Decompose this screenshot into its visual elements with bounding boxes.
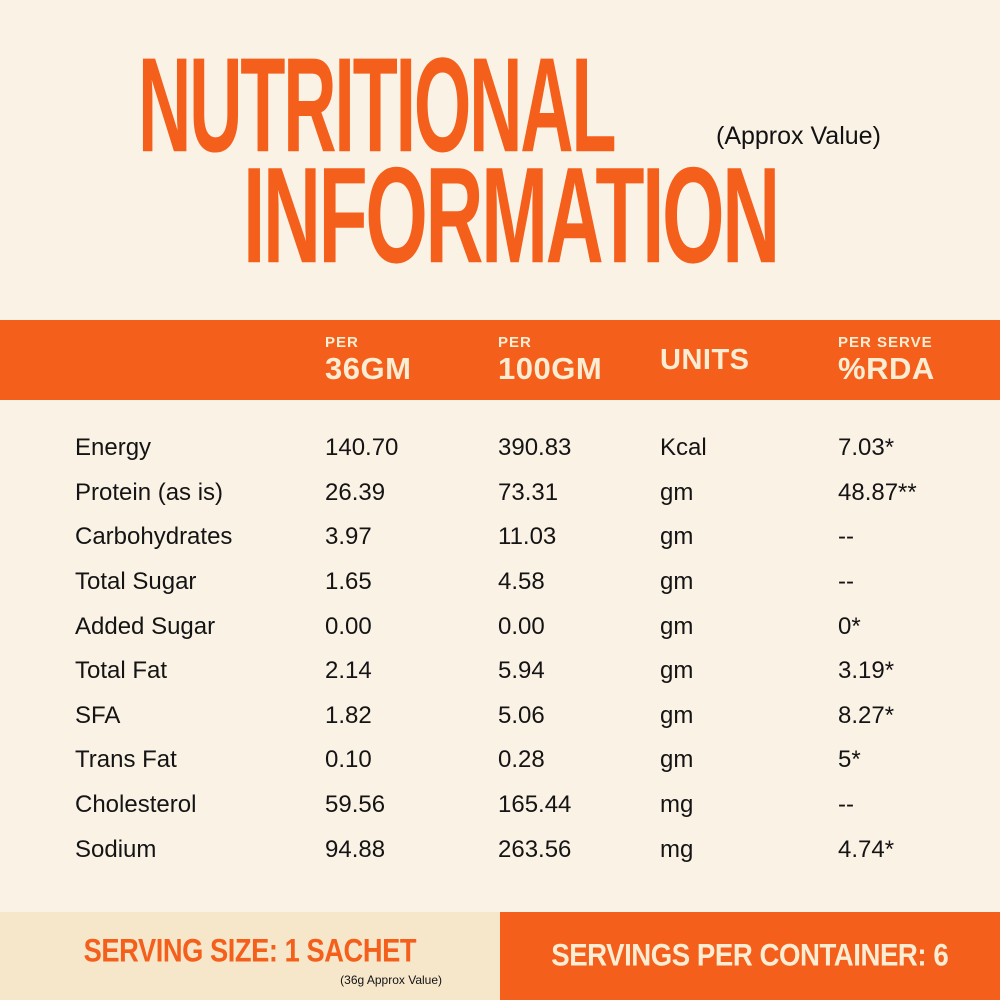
row-label: Cholesterol <box>75 791 197 819</box>
value-units: mg <box>660 835 694 863</box>
value-units: gm <box>660 478 694 506</box>
value-per-36gm: 59.56 <box>325 791 386 819</box>
row-label: Trans Fat <box>75 746 177 774</box>
value-units: gm <box>660 523 694 551</box>
value-per-36gm: 0.10 <box>325 746 372 774</box>
page-title-line1: NUTRITIONAL <box>138 29 617 180</box>
column-header-rda-big: %RDA <box>838 350 935 386</box>
nutrition-table: Energy 140.70 390.83 Kcal 7.03* Protein … <box>0 400 1000 872</box>
table-row: SFA 1.82 5.06 gm 8.27* <box>0 694 1000 739</box>
table-row: Total Fat 2.14 5.94 gm 3.19* <box>0 649 1000 694</box>
serving-size-panel: SERVING SIZE: 1 SACHET (36g Approx Value… <box>0 912 500 1000</box>
row-label: Sodium <box>75 835 157 863</box>
table-row: Cholesterol 59.56 165.44 mg -- <box>0 783 1000 828</box>
value-per-36gm: 1.65 <box>325 568 372 596</box>
approx-value-note: (Approx Value) <box>716 122 881 150</box>
value-rda: 4.74* <box>838 835 895 863</box>
page-title-line2: INFORMATION <box>243 139 780 292</box>
value-per-100gm: 0.00 <box>498 612 545 640</box>
value-per-100gm: 165.44 <box>498 791 572 819</box>
value-rda: 0* <box>838 612 861 640</box>
value-units: gm <box>660 612 694 640</box>
column-header-per-36gm: PER 36GM <box>325 334 498 385</box>
row-label: Total Fat <box>75 657 168 685</box>
column-header-per-100gm: PER 100GM <box>498 334 660 385</box>
value-per-100gm: 390.83 <box>498 434 572 462</box>
value-units: mg <box>660 791 694 819</box>
value-per-100gm: 263.56 <box>498 835 572 863</box>
column-header-units: UNITS <box>660 343 750 376</box>
value-per-36gm: 1.82 <box>325 701 372 729</box>
value-units: Kcal <box>660 434 707 462</box>
value-per-36gm: 2.14 <box>325 657 372 685</box>
serving-size-note: (36g Approx Value) <box>340 973 442 987</box>
value-rda: -- <box>838 523 854 551</box>
value-rda: -- <box>838 568 854 596</box>
column-header-per-36gm-big: 36GM <box>325 350 412 386</box>
table-row: Sodium 94.88 263.56 mg 4.74* <box>0 827 1000 872</box>
column-header-per-100gm-big: 100GM <box>498 350 603 386</box>
servings-per-container-text: SERVINGS PER CONTAINER: 6 <box>551 938 949 973</box>
column-header-rda: PER SERVE %RDA <box>838 334 1000 385</box>
value-per-100gm: 5.94 <box>498 657 545 685</box>
value-per-36gm: 26.39 <box>325 478 386 506</box>
value-per-36gm: 140.70 <box>325 434 399 462</box>
value-rda: 3.19* <box>838 657 895 685</box>
table-row: Trans Fat 0.10 0.28 gm 5* <box>0 738 1000 783</box>
table-header-band: PER 36GM PER 100GM UNITS PER SERVE %RDA <box>0 320 1000 400</box>
value-rda: 5* <box>838 746 861 774</box>
value-per-100gm: 5.06 <box>498 701 545 729</box>
value-units: gm <box>660 657 694 685</box>
column-header-per-100gm-small: PER <box>498 334 532 352</box>
row-label: Added Sugar <box>75 612 216 640</box>
column-header-rda-small: PER SERVE <box>838 334 933 352</box>
table-row: Total Sugar 1.65 4.58 gm -- <box>0 560 1000 605</box>
value-per-36gm: 94.88 <box>325 835 386 863</box>
column-header-per-36gm-small: PER <box>325 334 359 352</box>
value-rda: 48.87** <box>838 478 917 506</box>
value-per-100gm: 73.31 <box>498 478 559 506</box>
value-per-36gm: 3.97 <box>325 523 372 551</box>
value-per-100gm: 4.58 <box>498 568 545 596</box>
table-row: Energy 140.70 390.83 Kcal 7.03* <box>0 426 1000 471</box>
table-row: Carbohydrates 3.97 11.03 gm -- <box>0 515 1000 560</box>
value-units: gm <box>660 701 694 729</box>
footer: SERVING SIZE: 1 SACHET (36g Approx Value… <box>0 912 1000 1000</box>
value-per-100gm: 0.28 <box>498 746 545 774</box>
serving-size-text: SERVING SIZE: 1 SACHET <box>83 932 417 969</box>
value-units: gm <box>660 568 694 596</box>
row-label: Carbohydrates <box>75 523 233 551</box>
value-per-36gm: 0.00 <box>325 612 372 640</box>
value-rda: 8.27* <box>838 701 895 729</box>
table-row: Added Sugar 0.00 0.00 gm 0* <box>0 604 1000 649</box>
servings-per-container-panel: SERVINGS PER CONTAINER: 6 <box>500 912 1000 1000</box>
row-label: Protein (as is) <box>75 478 224 506</box>
row-label: Total Sugar <box>75 568 197 596</box>
row-label: SFA <box>75 701 121 729</box>
value-units: gm <box>660 746 694 774</box>
value-rda: -- <box>838 791 854 819</box>
value-per-100gm: 11.03 <box>498 523 557 551</box>
row-label: Energy <box>75 434 152 462</box>
table-row: Protein (as is) 26.39 73.31 gm 48.87** <box>0 471 1000 516</box>
value-rda: 7.03* <box>838 434 895 462</box>
